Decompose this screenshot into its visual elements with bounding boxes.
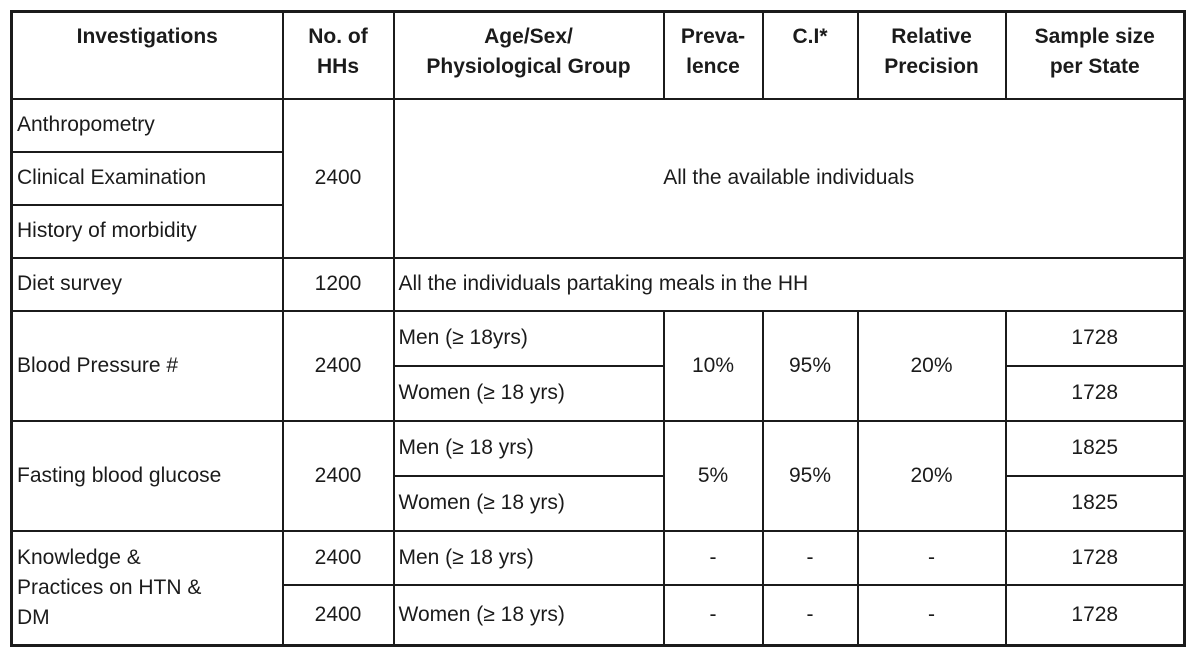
- cell-ci-knowledge-women: -: [761, 583, 859, 647]
- cell-hhs-knowledge-women: 2400: [281, 583, 395, 647]
- row-fasting-glucose-women: Women (≥ 18 yrs) 1825: [12, 474, 1186, 532]
- cell-investigation-fasting-glucose: Fasting blood glucose: [10, 419, 284, 532]
- cell-relative-precision-blood-pressure: 20%: [856, 309, 1007, 422]
- cell-hhs-blood-pressure: 2400: [281, 309, 395, 422]
- header-ci: C.I*: [761, 10, 859, 100]
- row-history-of-morbidity: History of morbidity: [10, 203, 1185, 259]
- cell-investigation-anthropometry: Anthropometry: [10, 97, 284, 153]
- cell-prevalence-knowledge-men: -: [662, 529, 764, 586]
- cell-investigation-history-of-morbidity: History of morbidity: [10, 203, 284, 259]
- cell-investigation-diet-survey: Diet survey: [10, 256, 284, 312]
- cell-prevalence-knowledge-women: -: [662, 583, 764, 647]
- row-anthropometry: Anthropometry 2400 All the available ind…: [10, 97, 1186, 259]
- cell-hhs-household-block: 2400: [281, 97, 395, 259]
- header-relative-precision: Relative Precision: [856, 10, 1007, 100]
- header-sample-size: Sample size per State: [1004, 10, 1186, 100]
- header-investigations: Investigations: [10, 10, 284, 100]
- cell-ci-fasting-glucose: 95%: [761, 419, 859, 532]
- row-knowledge-women: 2400 Women (≥ 18 yrs) - - - 1728: [12, 583, 1186, 647]
- sampling-plan-table: Investigations No. of HHs Age/Sex/ Physi…: [10, 10, 1186, 647]
- cell-ci-knowledge-men: -: [761, 529, 859, 586]
- cell-prevalence-blood-pressure: 10%: [662, 309, 764, 422]
- cell-group-knowledge-women: Women (≥ 18 yrs): [392, 583, 665, 647]
- cell-investigation-blood-pressure: Blood Pressure #: [10, 309, 284, 422]
- cell-hhs-fasting-glucose: 2400: [281, 419, 395, 532]
- cell-sample-fasting-glucose-women: 1825: [1004, 474, 1186, 532]
- cell-group-diet-survey: All the individuals partaking meals in t…: [392, 256, 1186, 312]
- cell-hhs-knowledge-men: 2400: [281, 529, 395, 586]
- cell-relative-precision-fasting-glucose: 20%: [856, 419, 1007, 532]
- cell-group-blood-pressure-women: Women (≥ 18 yrs): [392, 364, 665, 422]
- header-row: Investigations No. of HHs Age/Sex/ Physi…: [10, 10, 1186, 100]
- row-fasting-glucose-men: Fasting blood glucose 2400 Men (≥ 18 yrs…: [10, 419, 1186, 532]
- cell-ci-blood-pressure: 95%: [761, 309, 859, 422]
- cell-prevalence-fasting-glucose: 5%: [662, 419, 764, 532]
- cell-group-fasting-glucose-women: Women (≥ 18 yrs): [392, 474, 665, 532]
- cell-relative-precision-knowledge-men: -: [856, 529, 1007, 586]
- cell-investigation-clinical-examination: Clinical Examination: [10, 150, 284, 206]
- cell-sample-knowledge-men: 1728: [1004, 529, 1186, 586]
- cell-relative-precision-knowledge-women: -: [856, 583, 1007, 647]
- cell-group-knowledge-men: Men (≥ 18 yrs): [392, 529, 665, 586]
- row-diet-survey: Diet survey 1200 All the individuals par…: [10, 256, 1186, 312]
- cell-investigation-knowledge: Knowledge & Practices on HTN & DM: [10, 529, 284, 647]
- cell-group-fasting-glucose-men: Men (≥ 18 yrs): [392, 419, 665, 477]
- cell-sample-blood-pressure-men: 1728: [1004, 309, 1186, 367]
- row-clinical-examination: Clinical Examination: [10, 150, 1185, 206]
- row-blood-pressure-women: Women (≥ 18 yrs) 1728: [12, 364, 1186, 422]
- cell-group-blood-pressure-men: Men (≥ 18yrs): [392, 309, 665, 367]
- row-knowledge-men: Knowledge & Practices on HTN & DM 2400 M…: [10, 529, 1186, 647]
- cell-sample-blood-pressure-women: 1728: [1004, 364, 1186, 422]
- header-age-sex-group: Age/Sex/ Physiological Group: [392, 10, 665, 100]
- cell-hhs-diet-survey: 1200: [281, 256, 395, 312]
- header-prevalence: Preva- lence: [662, 10, 764, 100]
- header-no-of-hhs: No. of HHs: [281, 10, 395, 100]
- cell-sample-knowledge-women: 1728: [1004, 583, 1186, 647]
- row-blood-pressure-men: Blood Pressure # 2400 Men (≥ 18yrs) 10% …: [10, 309, 1186, 422]
- cell-sample-fasting-glucose-men: 1825: [1004, 419, 1186, 477]
- cell-group-all-available: All the available individuals: [392, 97, 1186, 259]
